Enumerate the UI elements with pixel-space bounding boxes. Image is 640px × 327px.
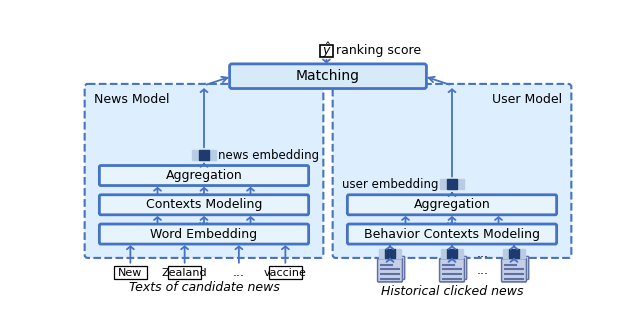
FancyBboxPatch shape [504,256,529,280]
FancyBboxPatch shape [348,195,557,215]
Text: ...: ... [477,247,489,260]
FancyBboxPatch shape [502,259,527,282]
Bar [441,249,463,258]
Text: Matching: Matching [296,69,360,83]
Text: Contexts Modeling: Contexts Modeling [146,198,262,211]
Text: user embedding: user embedding [342,178,438,191]
FancyBboxPatch shape [440,259,465,282]
Bar [320,44,333,57]
FancyBboxPatch shape [440,259,465,282]
Text: Texts of candidate news: Texts of candidate news [129,281,280,294]
Bar [447,180,457,189]
FancyBboxPatch shape [333,84,572,258]
FancyBboxPatch shape [378,259,403,282]
Text: ...: ... [446,213,458,226]
Bar [447,249,457,258]
FancyBboxPatch shape [99,165,308,185]
Text: ranking score: ranking score [336,44,421,57]
FancyBboxPatch shape [378,259,403,282]
FancyBboxPatch shape [380,256,404,280]
Text: ...: ... [198,213,210,226]
FancyBboxPatch shape [99,224,308,244]
Bar [503,249,525,258]
FancyBboxPatch shape [348,224,557,244]
Bar [199,150,209,160]
Text: New: New [118,267,143,278]
Bar [269,266,301,280]
Bar [114,266,147,280]
Text: News Model: News Model [94,93,170,106]
Text: $\hat{y}$: $\hat{y}$ [321,41,332,60]
Bar [379,249,401,258]
Text: ...: ... [233,266,245,279]
FancyBboxPatch shape [84,84,323,258]
Bar [385,249,395,258]
Bar [193,150,216,160]
Text: User Model: User Model [492,93,562,106]
Bar [168,266,201,280]
Text: Behavior Contexts Modeling: Behavior Contexts Modeling [364,228,540,241]
Text: ...: ... [198,184,210,197]
Text: Aggregation: Aggregation [166,169,243,182]
Text: Zealand: Zealand [162,267,207,278]
FancyBboxPatch shape [99,195,308,215]
Bar [509,249,518,258]
Bar [440,180,463,189]
Text: ...: ... [477,264,489,277]
Text: Aggregation: Aggregation [413,198,490,211]
FancyBboxPatch shape [230,64,426,89]
Text: Historical clicked news: Historical clicked news [381,285,524,298]
FancyBboxPatch shape [442,256,467,280]
Text: Word Embedding: Word Embedding [150,228,257,241]
Text: vaccine: vaccine [264,267,307,278]
Text: news embedding: news embedding [218,149,319,162]
FancyBboxPatch shape [502,259,527,282]
